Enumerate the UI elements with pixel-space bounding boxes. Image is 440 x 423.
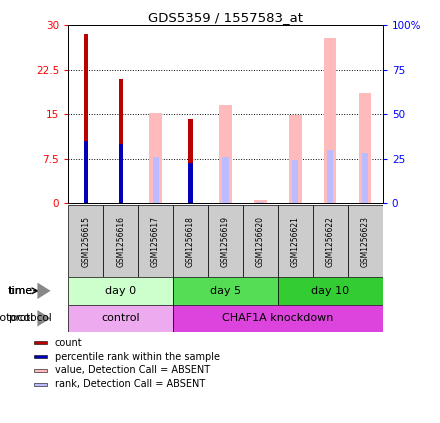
Text: protocol: protocol xyxy=(0,313,33,323)
Text: GSM1256619: GSM1256619 xyxy=(221,216,230,266)
Text: GSM1256616: GSM1256616 xyxy=(116,216,125,266)
Bar xyxy=(173,277,278,305)
Bar xyxy=(68,205,103,277)
Bar xyxy=(289,115,301,203)
Polygon shape xyxy=(37,283,51,299)
Bar xyxy=(153,157,159,203)
Bar xyxy=(188,119,193,203)
Bar xyxy=(103,205,138,277)
Text: day 0: day 0 xyxy=(105,286,136,296)
Bar xyxy=(84,34,88,203)
Text: count: count xyxy=(55,338,82,348)
Text: control: control xyxy=(101,313,140,323)
Text: GSM1256621: GSM1256621 xyxy=(291,216,300,266)
Bar xyxy=(118,79,123,203)
Bar xyxy=(324,38,337,203)
Bar xyxy=(243,205,278,277)
Bar xyxy=(278,277,383,305)
Text: CHAF1A knockdown: CHAF1A knockdown xyxy=(222,313,334,323)
Bar xyxy=(34,341,47,344)
Polygon shape xyxy=(37,310,51,327)
Bar xyxy=(173,305,383,332)
Text: percentile rank within the sample: percentile rank within the sample xyxy=(55,352,220,362)
Bar xyxy=(257,202,264,203)
Bar xyxy=(313,205,348,277)
Text: day 5: day 5 xyxy=(210,286,241,296)
Bar xyxy=(150,113,162,203)
Bar xyxy=(348,205,383,277)
Text: protocol: protocol xyxy=(9,313,51,323)
Text: GSM1256615: GSM1256615 xyxy=(81,216,90,266)
Bar xyxy=(118,144,123,203)
Bar xyxy=(278,205,313,277)
Text: GSM1256617: GSM1256617 xyxy=(151,216,160,266)
Text: value, Detection Call = ABSENT: value, Detection Call = ABSENT xyxy=(55,365,210,375)
Bar xyxy=(34,355,47,358)
Bar xyxy=(173,205,208,277)
Text: day 10: day 10 xyxy=(312,286,349,296)
Bar xyxy=(68,305,173,332)
Bar xyxy=(138,205,173,277)
Text: rank, Detection Call = ABSENT: rank, Detection Call = ABSENT xyxy=(55,379,205,389)
Text: GSM1256623: GSM1256623 xyxy=(361,216,370,266)
Bar xyxy=(188,163,193,203)
Bar xyxy=(208,205,243,277)
Title: GDS5359 / 1557583_at: GDS5359 / 1557583_at xyxy=(148,11,303,24)
Bar xyxy=(34,383,47,386)
Text: time: time xyxy=(9,286,33,296)
Bar xyxy=(220,105,231,203)
Text: GSM1256620: GSM1256620 xyxy=(256,216,265,266)
Bar xyxy=(254,200,267,203)
Text: GSM1256622: GSM1256622 xyxy=(326,216,335,266)
Bar xyxy=(362,153,368,203)
Bar xyxy=(327,150,334,203)
Bar xyxy=(84,141,88,203)
Bar xyxy=(34,369,47,372)
Bar xyxy=(292,160,298,203)
Bar xyxy=(223,157,228,203)
Text: time: time xyxy=(8,286,33,296)
Bar xyxy=(359,93,371,203)
Text: GSM1256618: GSM1256618 xyxy=(186,216,195,266)
Bar xyxy=(68,277,173,305)
